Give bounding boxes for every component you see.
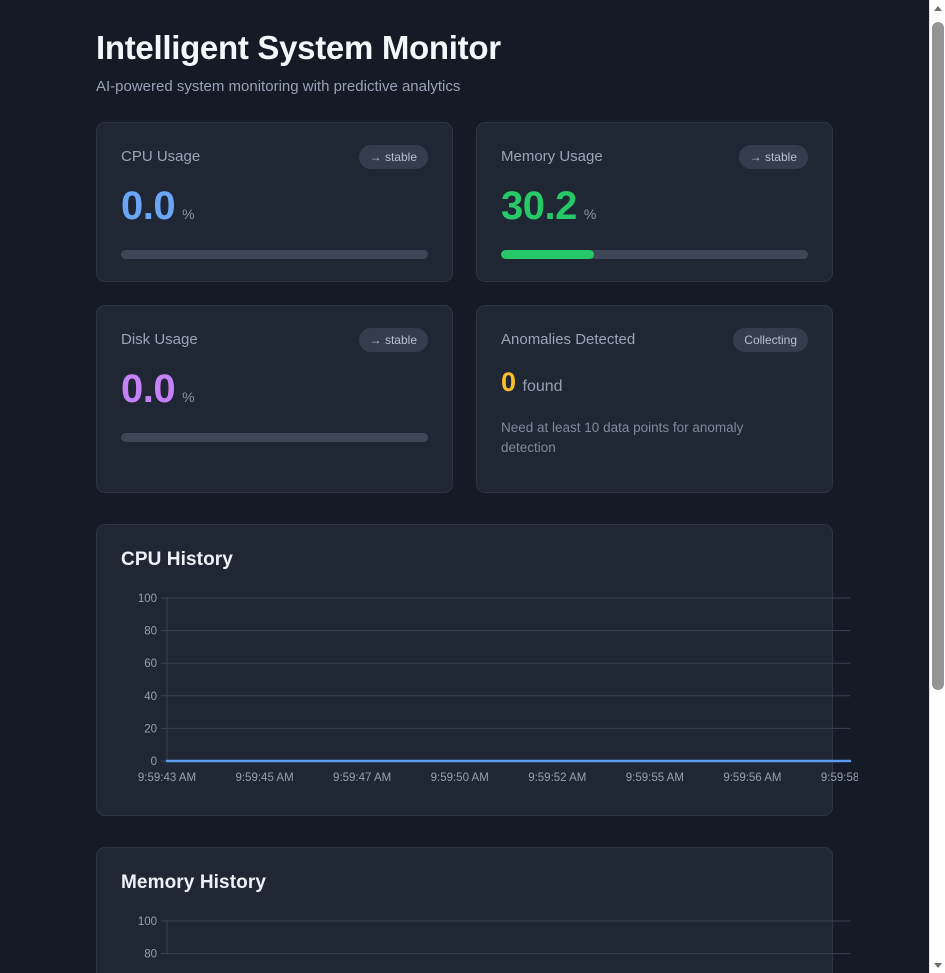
svg-text:80: 80 [144, 948, 157, 960]
svg-text:9:59:58 AM: 9:59:58 AM [821, 772, 858, 784]
svg-text:9:59:55 AM: 9:59:55 AM [626, 772, 684, 784]
metric-value-anomalies: 0 [501, 366, 516, 397]
metric-value-row: 0.0 % [121, 186, 428, 226]
chart-title-cpu-history: CPU History [121, 548, 233, 570]
svg-text:80: 80 [144, 625, 157, 637]
progress-bar-memory [501, 249, 808, 259]
status-badge-cpu: → stable [358, 144, 428, 169]
metric-label-disk: Disk Usage [121, 331, 198, 349]
metric-label-cpu: CPU Usage [121, 148, 201, 166]
chart-panel-cpu-history: CPU History 0 20 40 60 80 100 9:59:43 AM 9:59:4… [96, 523, 858, 816]
svg-text:40: 40 [144, 690, 157, 702]
metric-unit-disk: % [182, 388, 195, 405]
scrollbar-thumb[interactable] [932, 22, 944, 690]
metric-card-cpu-usage[interactable]: CPU Usage → stable 0.0 % [96, 121, 453, 282]
svg-text:100: 100 [138, 593, 157, 605]
metric-unit-cpu: % [182, 205, 195, 222]
metric-label-memory: Memory Usage [501, 148, 603, 166]
svg-text:9:59:50 AM: 9:59:50 AM [431, 772, 489, 784]
page-subtitle: AI-powered system monitoring with predic… [96, 77, 461, 95]
chart-panel-memory-history: Memory History 80 100 [96, 846, 850, 973]
progress-bar-cpu [121, 249, 428, 259]
metric-header: Memory Usage → stable [501, 144, 808, 169]
progress-bar-disk [121, 432, 428, 442]
svg-text:9:59:43 AM: 9:59:43 AM [138, 772, 196, 784]
metric-card-grid: CPU Usage → stable 0.0 % Memory Usage → … [96, 121, 833, 493]
metric-value-memory: 30.2 [501, 183, 577, 228]
svg-text:9:59:47 AM: 9:59:47 AM [333, 772, 391, 784]
status-badge-disk: → stable [358, 327, 428, 352]
metric-value-row: 0.0 % [121, 369, 428, 409]
svg-text:60: 60 [144, 658, 157, 670]
svg-text:9:59:45 AM: 9:59:45 AM [235, 772, 293, 784]
chart-area-memory-history[interactable]: 80 100 [121, 913, 850, 973]
anomaly-hint-text: Need at least 10 data points for anomaly… [501, 419, 744, 455]
page-title: Intelligent System Monitor [96, 29, 501, 66]
metric-card-disk-usage[interactable]: Disk Usage → stable 0.0 % [96, 304, 453, 493]
metric-card-memory-usage[interactable]: Memory Usage → stable 30.2 % [476, 121, 833, 282]
svg-text:9:59:52 AM: 9:59:52 AM [528, 772, 586, 784]
svg-text:0: 0 [151, 756, 157, 768]
status-badge-memory: → stable [738, 144, 808, 169]
scroll-up-arrow-icon[interactable] [930, 0, 945, 16]
metric-value-cpu: 0.0 [121, 183, 176, 228]
metric-header: CPU Usage → stable [121, 144, 428, 169]
memory-history-line-chart[interactable]: 80 100 [121, 913, 858, 973]
metric-unit-memory: % [583, 205, 597, 222]
metric-value-row: 0 found [501, 366, 808, 397]
svg-text:9:59:56 AM: 9:59:56 AM [723, 772, 781, 784]
chart-area-cpu-history[interactable]: 0 20 40 60 80 100 9:59:43 AM 9:59:45 AM 9:59:47 … [121, 590, 858, 795]
scroll-down-arrow-icon[interactable] [930, 957, 945, 973]
metric-value-row: 30.2 % [501, 186, 808, 226]
vertical-scrollbar[interactable] [929, 0, 945, 973]
status-badge-anomalies: Collecting [733, 327, 808, 352]
svg-text:100: 100 [138, 916, 157, 928]
metric-label-anomalies: Anomalies Detected [501, 331, 636, 349]
metric-unit-anomalies: found [522, 377, 563, 395]
metric-header: Anomalies Detected Collecting [501, 327, 808, 352]
metric-card-anomalies-detected[interactable]: Anomalies Detected Collecting 0 found Ne… [476, 304, 833, 493]
svg-text:20: 20 [144, 723, 157, 735]
metric-value-disk: 0.0 [121, 366, 176, 411]
cpu-history-line-chart[interactable]: 0 20 40 60 80 100 9:59:43 AM 9:59:45 AM 9:59:47 … [121, 590, 858, 795]
progress-fill-memory [501, 249, 594, 259]
metric-header: Disk Usage → stable [121, 327, 428, 352]
chart-title-memory-history: Memory History [121, 871, 266, 893]
